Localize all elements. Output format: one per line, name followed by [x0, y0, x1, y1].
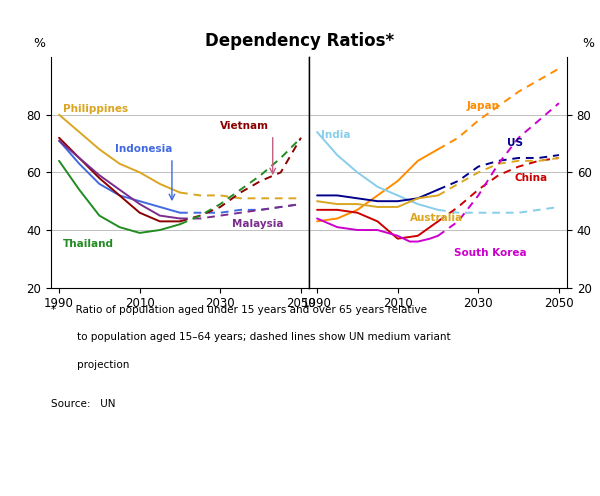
Text: Source:   UN: Source: UN — [51, 399, 115, 409]
Text: Dependency Ratios*: Dependency Ratios* — [205, 32, 395, 50]
Text: to population aged 15–64 years; dashed lines show UN medium variant: to population aged 15–64 years; dashed l… — [51, 332, 451, 342]
Text: Japan: Japan — [466, 101, 499, 111]
Text: China: China — [515, 173, 548, 183]
Text: India: India — [321, 130, 350, 140]
Text: %: % — [33, 37, 45, 50]
Text: Malaysia: Malaysia — [232, 219, 284, 229]
Text: %: % — [583, 37, 595, 50]
Text: Indonesia: Indonesia — [115, 144, 173, 154]
Text: Thailand: Thailand — [63, 239, 114, 249]
Text: US: US — [506, 138, 523, 148]
Text: Vietnam: Vietnam — [220, 121, 269, 131]
Text: *      Ratio of population aged under 15 years and over 65 years relative: * Ratio of population aged under 15 year… — [51, 305, 427, 315]
Text: projection: projection — [51, 360, 130, 370]
Text: South Korea: South Korea — [454, 248, 527, 258]
Text: Australia: Australia — [410, 213, 463, 223]
Text: Philippines: Philippines — [63, 104, 128, 114]
